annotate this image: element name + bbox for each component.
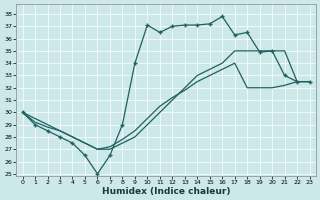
X-axis label: Humidex (Indice chaleur): Humidex (Indice chaleur): [102, 187, 230, 196]
